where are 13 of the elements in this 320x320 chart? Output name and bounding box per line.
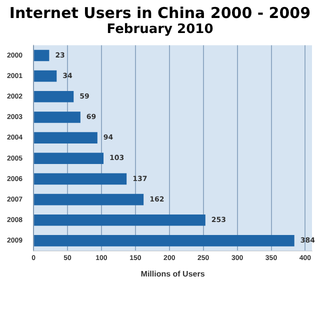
x-axis-title: Millions of Users — [140, 269, 206, 278]
bar — [34, 70, 57, 82]
bar — [34, 235, 294, 246]
bar — [34, 214, 206, 226]
chart-subtitle: February 2010 — [106, 22, 214, 38]
bar — [34, 132, 98, 144]
chart-title: Internet Users in China 2000 - 2009 — [8, 4, 312, 22]
bar — [34, 112, 80, 123]
bar — [34, 50, 50, 62]
bar — [34, 90, 74, 102]
bar — [34, 194, 144, 206]
bar — [34, 173, 127, 185]
bar — [34, 152, 104, 164]
